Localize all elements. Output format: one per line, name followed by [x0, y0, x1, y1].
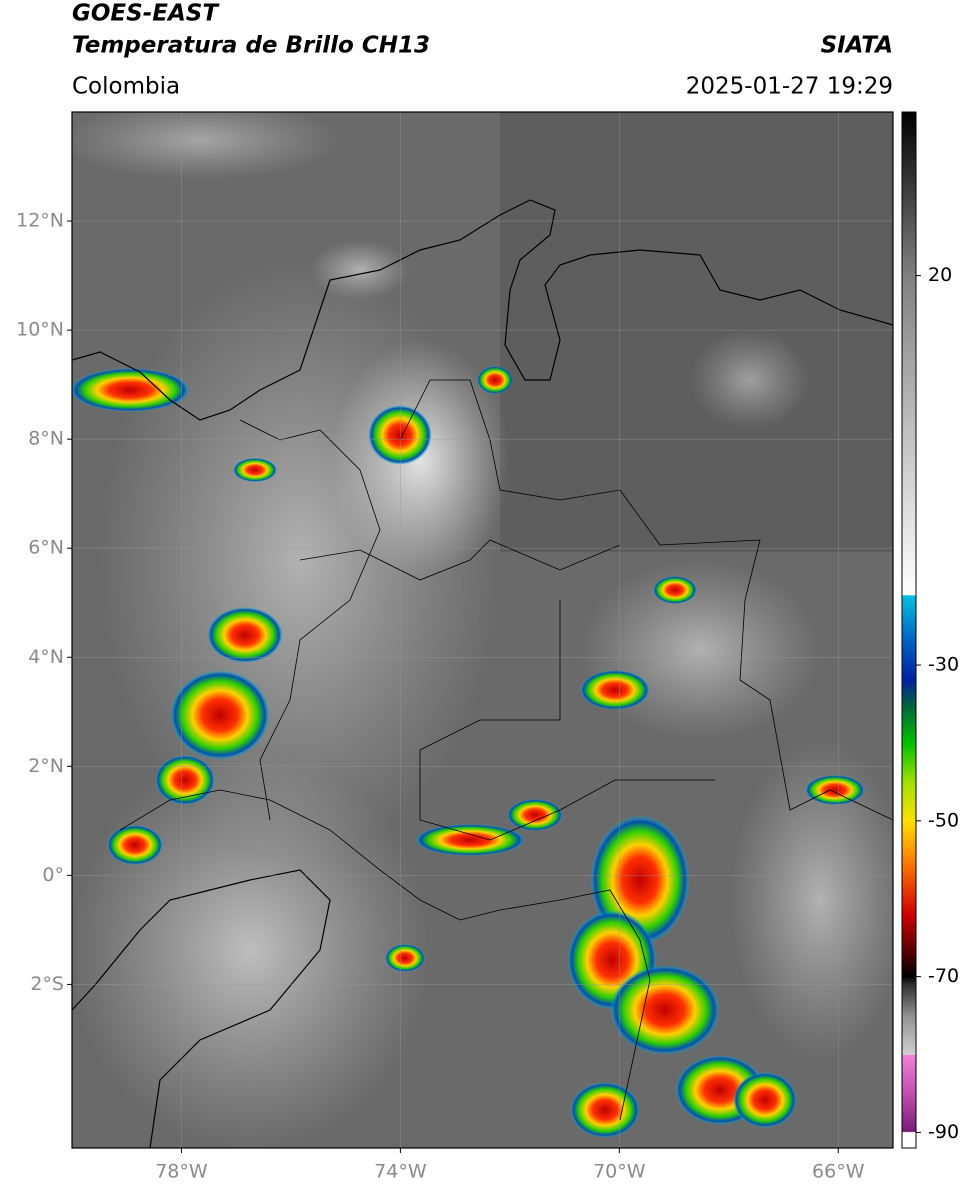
y-tick-label: 2°S	[30, 973, 64, 995]
satellite-image	[72, 112, 893, 1148]
colorbar-tick-label: -70	[928, 965, 959, 987]
title-line2: Temperatura de Brillo CH13	[72, 33, 430, 59]
colorbar-tick-label: -50	[928, 809, 959, 831]
x-tick-label: 78°W	[155, 1161, 208, 1183]
colorbar-tick-label: 20	[928, 264, 952, 286]
axis-ticks: 78°W 74°W 70°W 66°W 12°N 10°N 8°N 6°N 4°N 2°N 0° 2°…	[16, 210, 865, 1183]
y-tick-label: 0°	[42, 864, 64, 886]
colorbar-tick-label: -90	[928, 1121, 959, 1143]
colorbar-tick-label: -30	[928, 654, 959, 676]
region: Colombia	[72, 74, 180, 100]
title-line1: GOES-EAST	[72, 1, 220, 27]
x-tick-label: 74°W	[374, 1161, 427, 1183]
y-tick-label: 6°N	[28, 537, 64, 559]
y-tick-label: 8°N	[28, 428, 64, 450]
y-tick-label: 2°N	[28, 755, 64, 777]
y-tick-label: 12°N	[16, 210, 64, 232]
y-tick-label: 10°N	[16, 319, 64, 341]
x-tick-label: 66°W	[812, 1161, 865, 1183]
y-tick-label: 4°N	[28, 646, 64, 668]
map-frame	[71, 111, 894, 1149]
timestamp: 2025-01-27 19:29	[686, 74, 893, 100]
colorbar	[901, 111, 917, 1149]
grid	[72, 112, 893, 1148]
source: SIATA	[821, 33, 893, 59]
x-tick-label: 70°W	[593, 1161, 646, 1183]
